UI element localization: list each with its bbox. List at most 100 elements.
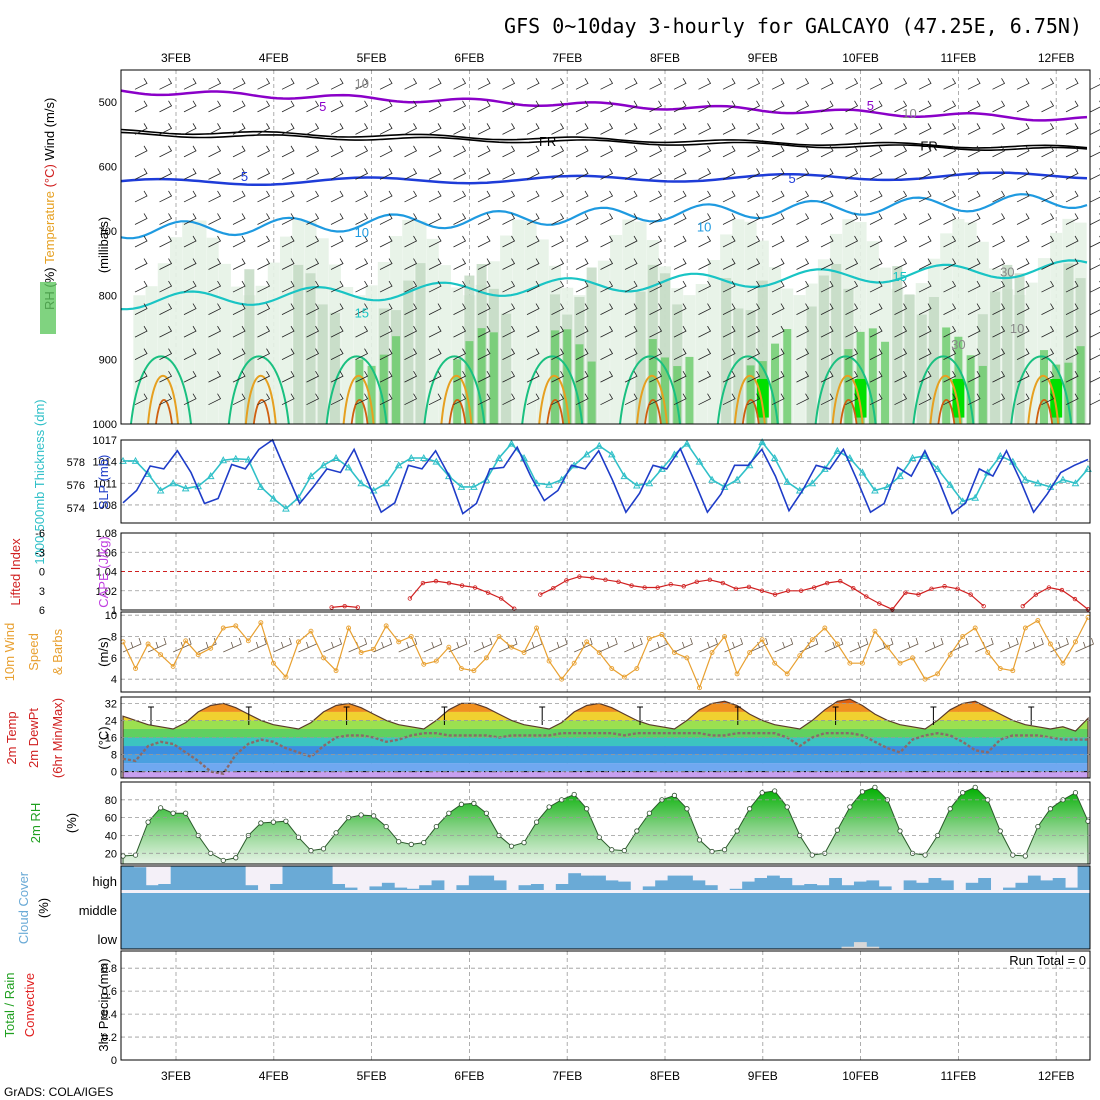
cloud-high-bar bbox=[456, 885, 470, 890]
wind-barb bbox=[208, 393, 222, 406]
wind-barb bbox=[208, 213, 222, 225]
wind-barb bbox=[575, 168, 589, 180]
wind-barb bbox=[796, 168, 810, 180]
wind-barb bbox=[747, 213, 761, 225]
wind-barb bbox=[477, 393, 491, 406]
wind-barb bbox=[373, 637, 393, 653]
wind-barb bbox=[257, 370, 271, 383]
wind-speed-marker bbox=[935, 671, 941, 677]
wind-barb bbox=[624, 325, 638, 338]
wind-barb bbox=[502, 78, 516, 90]
wind-barb bbox=[673, 213, 687, 225]
contour-label-5: 5 bbox=[789, 171, 796, 186]
wind-barb bbox=[404, 145, 418, 158]
cloud-middle-bar bbox=[145, 893, 159, 934]
rh-shade bbox=[854, 378, 867, 418]
cloud-high-bar bbox=[816, 885, 830, 890]
contour-temp-25 bbox=[733, 375, 766, 425]
bottom-tick-3feb: 3FEB bbox=[161, 1069, 191, 1083]
cloud-high-bar bbox=[1027, 875, 1041, 890]
wind-barb bbox=[918, 145, 932, 158]
cloud-middle-bar bbox=[916, 893, 929, 934]
wind-speed-marker bbox=[571, 660, 577, 666]
wind-barb bbox=[526, 190, 540, 203]
y-label-part: Wind bbox=[42, 127, 57, 160]
wind-barb bbox=[232, 190, 246, 203]
wind-barb bbox=[774, 637, 794, 653]
wind-barb bbox=[526, 78, 540, 90]
rh-shade bbox=[293, 264, 304, 424]
wind-barb bbox=[894, 190, 908, 203]
cloud-middle-bar bbox=[183, 893, 196, 934]
wind-speed-marker bbox=[809, 637, 815, 643]
cloud-high-bar bbox=[530, 884, 544, 890]
wind-barb bbox=[159, 348, 173, 360]
rh-shade bbox=[453, 359, 462, 424]
wind-barb bbox=[918, 393, 932, 406]
thickness-marker bbox=[445, 472, 453, 480]
cloud-high-bar bbox=[742, 881, 755, 890]
wind-barb bbox=[257, 303, 271, 315]
wind-barb bbox=[122, 637, 142, 653]
wind-barb bbox=[1016, 168, 1030, 180]
ytick-600: 600 bbox=[99, 162, 117, 174]
upper-air-y-label: RH (%) Temperature (°C) Wind (m/s) bbox=[42, 98, 57, 310]
ytick-900: 900 bbox=[99, 355, 117, 367]
wind-barb bbox=[1065, 78, 1079, 90]
minmax-bar bbox=[245, 706, 252, 725]
wind-barb bbox=[232, 213, 246, 225]
wind-barb bbox=[894, 303, 908, 315]
cloud-high-bar bbox=[183, 866, 196, 890]
wind-barb bbox=[257, 393, 271, 406]
wind-barb bbox=[1090, 78, 1100, 90]
wind-barb bbox=[477, 168, 491, 180]
wind-barb bbox=[355, 78, 369, 90]
cloud-high-bar bbox=[133, 867, 147, 890]
temp-band bbox=[123, 699, 1088, 704]
wind-barb bbox=[232, 325, 246, 338]
wind-barb bbox=[526, 258, 540, 270]
cloud-high-bar bbox=[853, 881, 867, 890]
wind-barb bbox=[404, 168, 418, 180]
wind-barb bbox=[894, 258, 908, 270]
wind-barb bbox=[330, 123, 344, 135]
wind-barb bbox=[600, 303, 614, 315]
panel-frame bbox=[120, 865, 1091, 950]
wind-barb bbox=[477, 258, 491, 270]
wind-barb bbox=[273, 637, 292, 653]
rh-marker bbox=[283, 818, 289, 824]
wind-barb bbox=[918, 168, 932, 180]
top-tick-5feb: 5FEB bbox=[357, 51, 387, 65]
cloud-high-bar bbox=[866, 880, 880, 890]
wind-speed-marker bbox=[559, 676, 565, 682]
wind-barb bbox=[159, 258, 173, 270]
top-tick-6feb: 6FEB bbox=[454, 51, 484, 65]
wind-barb bbox=[698, 325, 712, 338]
wind-axis-label: & Barbs bbox=[50, 628, 65, 675]
wind-barb bbox=[624, 258, 638, 270]
rh-shade bbox=[610, 234, 623, 424]
wind-barb bbox=[918, 348, 932, 360]
ytick-temp-8: 8 bbox=[111, 750, 117, 762]
rh-shade bbox=[793, 295, 806, 424]
ytick-cape-1.04: 1.04 bbox=[96, 567, 117, 579]
cloud-high-bar bbox=[605, 880, 619, 890]
wind-barb bbox=[722, 145, 736, 158]
wind-barb bbox=[502, 145, 516, 158]
wind-barb bbox=[869, 235, 883, 248]
cloud-middle-bar bbox=[928, 893, 942, 934]
wind-barb bbox=[673, 348, 687, 360]
bottom-tick-5feb: 5FEB bbox=[357, 1069, 387, 1083]
wind-speed-marker bbox=[947, 652, 953, 658]
wind-barb bbox=[379, 235, 393, 248]
rh-marker bbox=[596, 834, 602, 840]
li-marker bbox=[498, 596, 504, 601]
wind-barb bbox=[747, 348, 761, 360]
wind-barb bbox=[477, 370, 491, 383]
wind-barb bbox=[771, 78, 785, 90]
cloud-high-bar bbox=[978, 878, 992, 890]
wind-barb bbox=[306, 213, 320, 225]
y-label-part: (°C) bbox=[42, 161, 57, 188]
wind-barb bbox=[796, 213, 810, 225]
wind-speed-marker bbox=[584, 639, 590, 645]
